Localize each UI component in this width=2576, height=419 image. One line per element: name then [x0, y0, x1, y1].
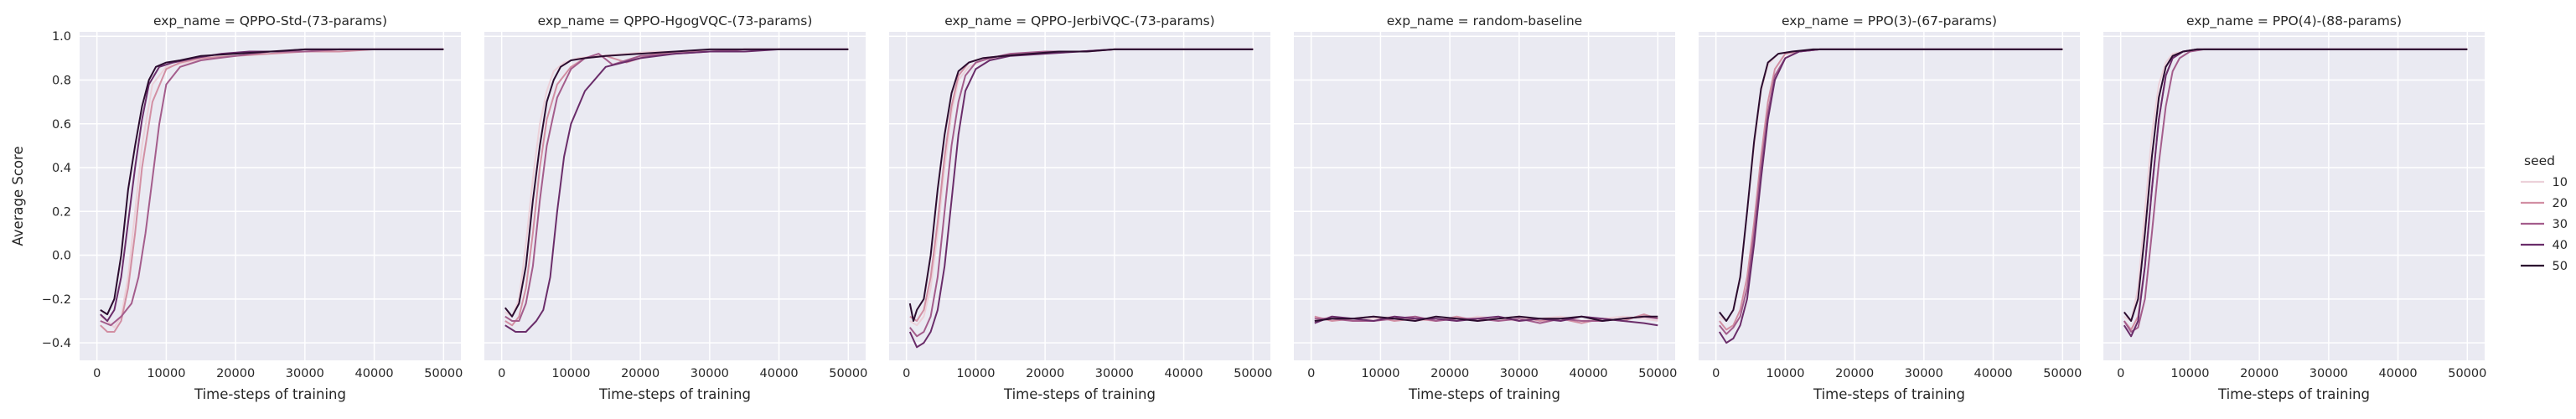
- y-tick-label: −0.4: [42, 337, 71, 350]
- y-tick-label: 0.4: [52, 162, 71, 175]
- series-line-seed-50: [1719, 48, 2063, 322]
- x-tick-label: 50000: [829, 367, 867, 380]
- series-line-seed-50: [1314, 315, 1658, 322]
- y-tick-label: −0.2: [42, 293, 71, 307]
- x-tick-label: 40000: [1570, 367, 1608, 380]
- x-tick-label: 10000: [147, 367, 185, 380]
- x-tick-label: 0: [903, 367, 910, 380]
- x-tick-label: 40000: [1165, 367, 1203, 380]
- x-tick-label: 50000: [2043, 367, 2082, 380]
- facet-panel: 0 10000 20000 30000 40000 50000 exp_name = PPO…: [1699, 13, 2082, 402]
- x-tick-label: 50000: [424, 367, 463, 380]
- x-tick-label: 50000: [1234, 367, 1272, 380]
- x-tick-label: 0: [2117, 367, 2124, 380]
- facet-panel: 0 10000 20000 30000 40000 50000 exp_name = PPO…: [2103, 13, 2486, 402]
- legend-label: 50: [2553, 260, 2568, 273]
- y-tick-label: 1.0: [52, 30, 71, 44]
- x-tick-label: 30000: [286, 367, 324, 380]
- facet-panel: 0 10000 20000 30000 40000 50000 exp_name = QPP…: [484, 13, 867, 402]
- series-line-seed-50: [100, 48, 444, 316]
- x-axis-label: Time-steps of training: [598, 386, 751, 402]
- legend-label: 10: [2553, 176, 2568, 189]
- legend-title: seed: [2524, 153, 2555, 168]
- x-tick-label: 0: [498, 367, 505, 380]
- x-tick-label: 20000: [621, 367, 660, 380]
- legend-label: 20: [2553, 197, 2568, 210]
- facet-title: exp_name = PPO(3)-(67-params): [1782, 13, 1997, 29]
- x-tick-label: 20000: [1430, 367, 1469, 380]
- facet-title: exp_name = random-baseline: [1387, 13, 1582, 29]
- x-tick-label: 30000: [1500, 367, 1539, 380]
- x-tick-label: 0: [93, 367, 101, 380]
- facet-title: exp_name = QPPO-Std-(73-params): [153, 13, 387, 29]
- x-tick-label: 40000: [355, 367, 394, 380]
- x-tick-label: 50000: [1638, 367, 1677, 380]
- x-tick-label: 0: [1712, 367, 1720, 380]
- x-tick-label: 40000: [2379, 367, 2418, 380]
- y-tick-label: 0.8: [52, 74, 71, 87]
- legend-label: 40: [2553, 239, 2568, 252]
- x-axis-label: Time-steps of training: [1003, 386, 1156, 402]
- facet-panel: 0 10000 20000 30000 40000 50000 exp_name = ran…: [1294, 13, 1677, 402]
- x-tick-label: 10000: [1766, 367, 1804, 380]
- facet-title: exp_name = QPPO-HgogVQC-(73-params): [538, 13, 813, 29]
- x-axis-label: Time-steps of training: [194, 386, 346, 402]
- facet-title: exp_name = QPPO-JerbiVQC-(73-params): [944, 13, 1214, 29]
- x-tick-label: 40000: [760, 367, 799, 380]
- x-tick-label: 20000: [1026, 367, 1064, 380]
- x-tick-label: 30000: [1095, 367, 1134, 380]
- facet-title: exp_name = PPO(4)-(88-params): [2186, 13, 2402, 29]
- x-tick-label: 20000: [1835, 367, 1874, 380]
- series-line-seed-50: [2123, 48, 2468, 322]
- plot-background: [1294, 32, 1675, 360]
- plot-background: [1699, 32, 2080, 360]
- facet-panel: −0.4 −0.2 0.0 0.2 0.4 0.6 0.8 1.0 0 10000 20000 300…: [42, 13, 463, 402]
- y-tick-label: 0.6: [52, 118, 71, 132]
- series-line-seed-50: [504, 48, 849, 318]
- x-axis-label: Time-steps of training: [1408, 386, 1560, 402]
- plot-background: [80, 32, 461, 360]
- x-tick-label: 30000: [2310, 367, 2348, 380]
- x-tick-label: 10000: [2170, 367, 2209, 380]
- x-tick-label: 20000: [216, 367, 255, 380]
- x-tick-label: 20000: [2240, 367, 2279, 380]
- x-tick-label: 10000: [551, 367, 590, 380]
- legend-label: 30: [2553, 218, 2568, 231]
- legend: seed 10 20 30 40 50: [2521, 153, 2568, 273]
- x-tick-label: 30000: [1905, 367, 1943, 380]
- series-line-seed-40: [1314, 315, 1658, 327]
- plot-background: [484, 32, 866, 360]
- x-tick-label: 10000: [1361, 367, 1399, 380]
- x-tick-label: 40000: [1974, 367, 2013, 380]
- x-tick-label: 50000: [2448, 367, 2486, 380]
- series-line-seed-20: [100, 48, 444, 333]
- facet-panel: 0 10000 20000 30000 40000 50000 exp_name = QPP…: [889, 13, 1272, 402]
- x-tick-label: 10000: [956, 367, 995, 380]
- x-axis-label: Time-steps of training: [1813, 386, 1965, 402]
- x-tick-label: 0: [1307, 367, 1315, 380]
- y-axis-label: Average Score: [10, 146, 26, 246]
- x-tick-label: 30000: [691, 367, 729, 380]
- y-tick-label: 0.2: [52, 205, 71, 219]
- y-tick-label: 0.0: [52, 250, 71, 263]
- plot-background: [2103, 32, 2485, 360]
- series-line-seed-50: [908, 48, 1254, 322]
- x-axis-label: Time-steps of training: [2217, 386, 2370, 402]
- series-line-seed-40: [504, 48, 849, 333]
